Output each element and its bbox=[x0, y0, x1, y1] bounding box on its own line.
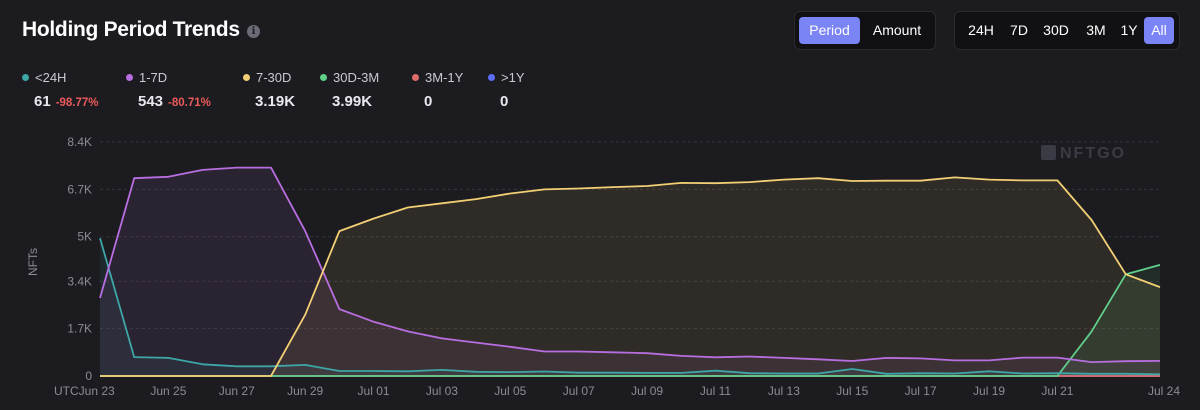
x-tick-label: Jul 13 bbox=[768, 384, 800, 398]
legend-dot bbox=[243, 74, 250, 81]
series-area-2 bbox=[100, 177, 1160, 376]
chart-lines bbox=[99, 166, 1161, 377]
x-tick-label: Jul 05 bbox=[494, 384, 526, 398]
series-area-1 bbox=[100, 167, 1160, 376]
x-tick-label: Jul 07 bbox=[563, 384, 595, 398]
range-toggle: 24H 7D 30D 3M 1Y All bbox=[954, 11, 1180, 50]
range-all-button[interactable]: All bbox=[1144, 17, 1174, 44]
y-tick-label: 8.4K bbox=[67, 135, 92, 149]
legend-dot bbox=[488, 74, 495, 81]
legend-dot bbox=[126, 74, 133, 81]
legend-value: 61 bbox=[34, 93, 51, 110]
x-tick-label: Jun 25 bbox=[150, 384, 186, 398]
legend-value: 543 bbox=[138, 93, 164, 110]
view-toggle: Period Amount bbox=[794, 11, 936, 50]
x-tick-label: Jul 24 bbox=[1148, 384, 1180, 398]
page-title: Holding Period Trends bbox=[22, 18, 240, 41]
legend-value: 0 bbox=[500, 93, 509, 110]
x-tick-label: Jul 09 bbox=[631, 384, 663, 398]
chart-areas bbox=[100, 167, 1160, 376]
x-tick-label: Jul 03 bbox=[426, 384, 458, 398]
legend-label: 3M-1Y bbox=[425, 70, 464, 85]
legend-dot bbox=[22, 74, 29, 81]
y-tick-label: 6.7K bbox=[67, 182, 92, 196]
x-tick-label: Jul 19 bbox=[973, 384, 1005, 398]
legend-value: 0 bbox=[424, 93, 433, 110]
amount-button[interactable]: Amount bbox=[872, 22, 922, 38]
legend-change: -80.71% bbox=[168, 97, 211, 109]
x-tick-label: Jul 21 bbox=[1041, 384, 1073, 398]
legend-label: 1-7D bbox=[139, 70, 168, 85]
watermark-text: NFTGO bbox=[1060, 145, 1126, 162]
legend-change: -98.77% bbox=[55, 97, 99, 109]
range-30d-button[interactable]: 30D bbox=[1043, 22, 1069, 38]
info-icon[interactable]: i bbox=[247, 25, 260, 38]
series-line-2[interactable] bbox=[100, 176, 1161, 377]
range-3m-button[interactable]: 3M bbox=[1086, 22, 1106, 38]
y-tick-label: 1.7K bbox=[67, 322, 92, 336]
y-tick-label: 5K bbox=[77, 230, 92, 244]
legend-label: 7-30D bbox=[256, 70, 292, 85]
nftgo-watermark: NFTGO bbox=[1041, 145, 1126, 163]
x-tick-label: Jul 17 bbox=[905, 384, 937, 398]
x-axis-ticks: UTCJun 23 Jun 25 Jun 27 Jun 29 Jul 01 Jul 03 J… bbox=[54, 384, 1180, 398]
series-line-3[interactable] bbox=[100, 264, 1161, 377]
nftgo-logo-icon bbox=[1041, 145, 1056, 160]
legend-dot bbox=[412, 74, 419, 81]
x-tick-label: Jul 11 bbox=[700, 384, 731, 398]
period-button[interactable]: Period bbox=[799, 17, 860, 44]
legend-label: 30D-3M bbox=[333, 70, 380, 85]
x-tick-label: Jul 15 bbox=[836, 384, 868, 398]
legend-label: >1Y bbox=[501, 70, 525, 85]
x-tick-label: Jul 01 bbox=[358, 384, 390, 398]
y-tick-label: 3.4K bbox=[67, 274, 92, 288]
legend-label: <24H bbox=[35, 70, 67, 85]
x-tick-label: Jun 29 bbox=[287, 384, 323, 398]
range-7d-button[interactable]: 7D bbox=[1010, 22, 1028, 38]
legend-dot bbox=[320, 74, 327, 81]
series-line-1[interactable] bbox=[99, 166, 1161, 363]
legend-value: 3.99K bbox=[332, 93, 373, 110]
y-axis-ticks: 0 1.7K 3.4K 5K 6.7K 8.4K bbox=[67, 135, 92, 383]
range-24h-button[interactable]: 24H bbox=[968, 22, 994, 38]
legend-value: 3.19K bbox=[255, 93, 296, 110]
y-axis-label: NFTs bbox=[26, 248, 40, 276]
y-tick-label: 0 bbox=[85, 369, 92, 383]
x-tick-label: Jun 27 bbox=[219, 384, 255, 398]
range-1y-button[interactable]: 1Y bbox=[1120, 22, 1138, 38]
x-tick-label: UTCJun 23 bbox=[54, 384, 115, 398]
